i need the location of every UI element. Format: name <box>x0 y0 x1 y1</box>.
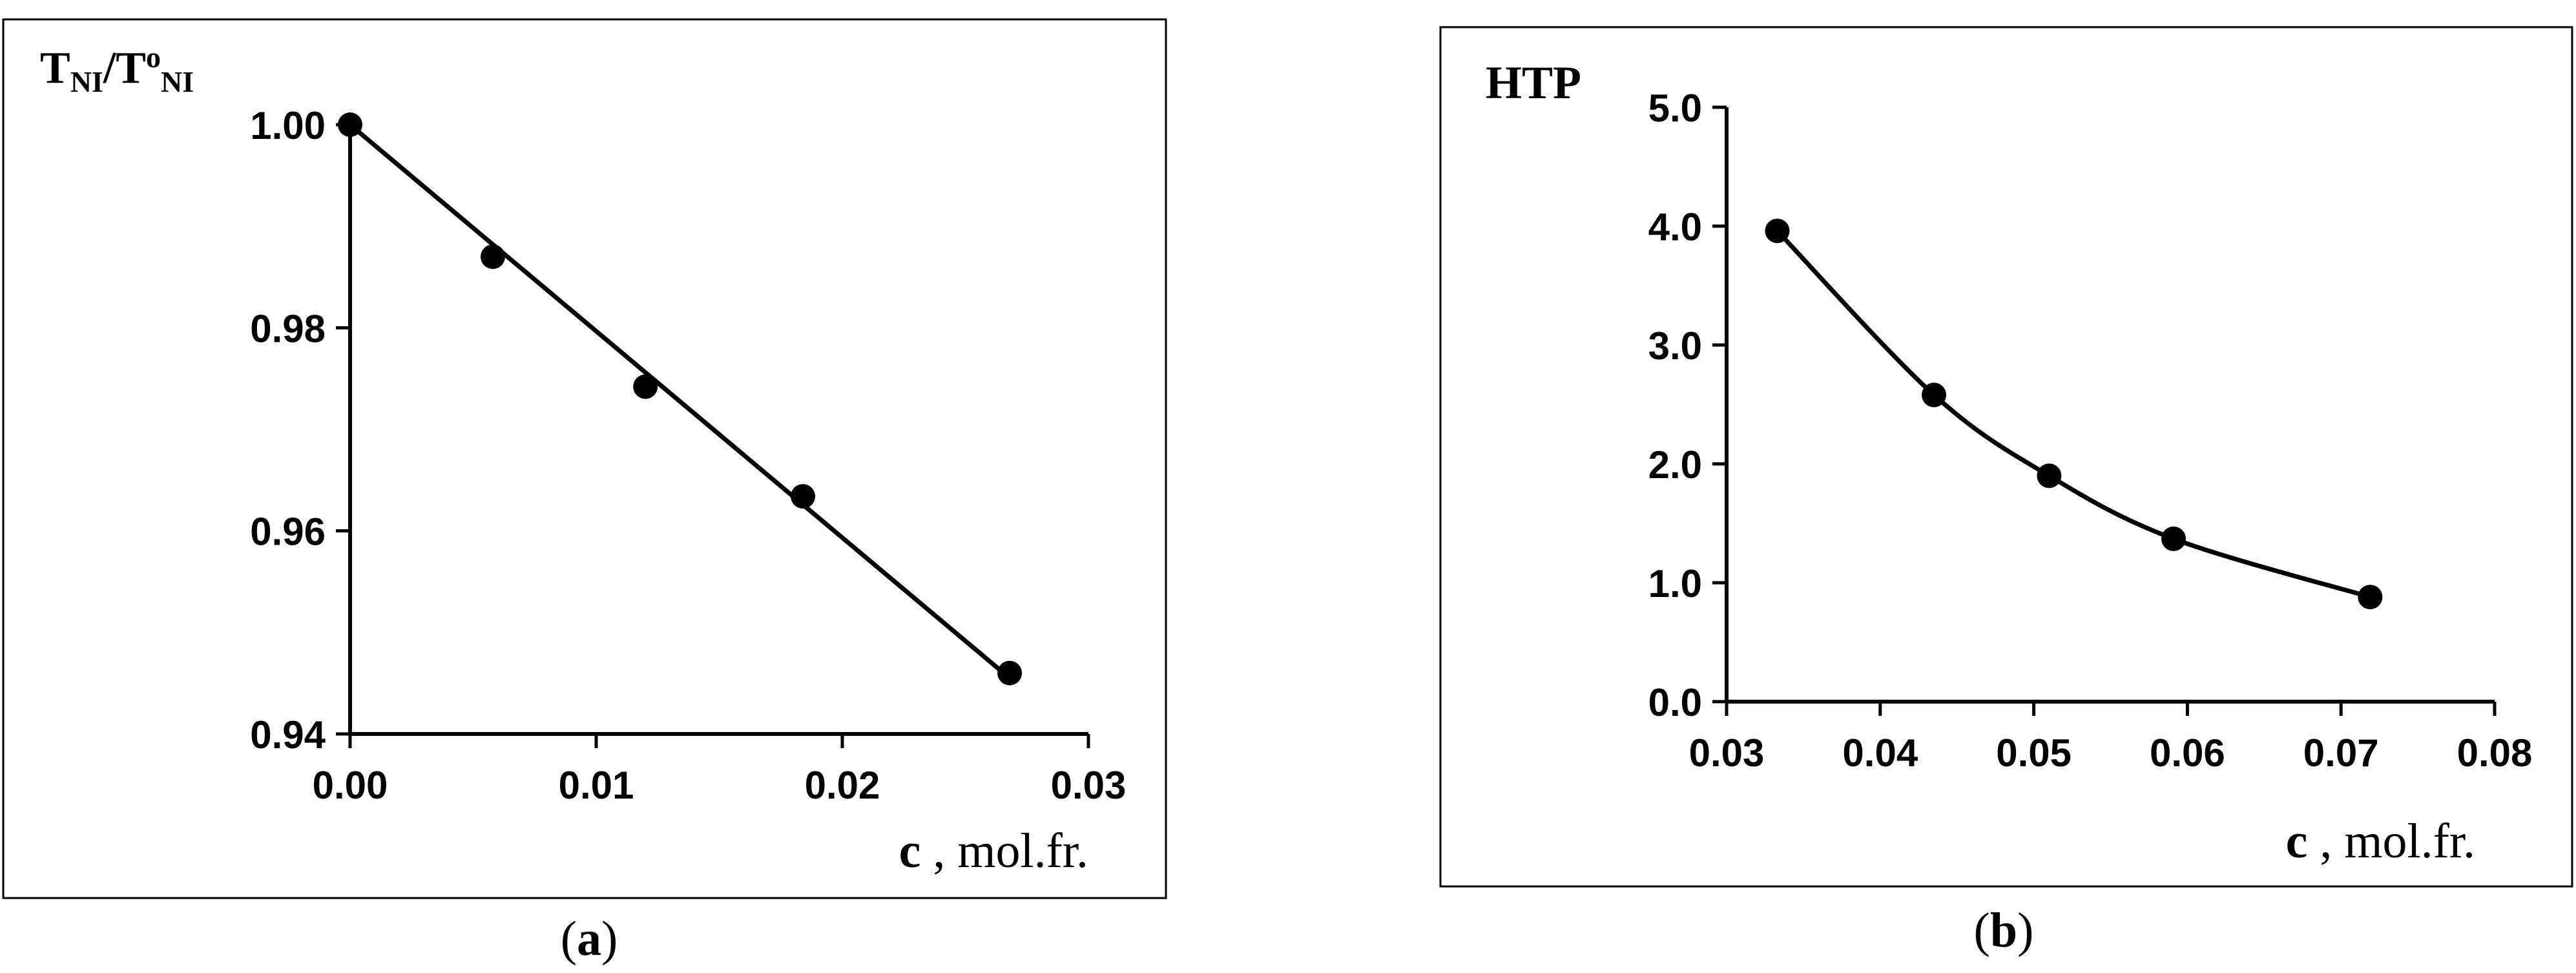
x-tick-label: 0.03 <box>1689 731 1765 775</box>
data-point <box>2037 463 2062 488</box>
panel-b-xlabel: c , mol.fr. <box>2286 814 2475 868</box>
y-tick-label: 0.94 <box>250 713 326 757</box>
y-tick-label: 0.0 <box>1648 681 1702 724</box>
y-tick-label: 1.00 <box>250 104 326 147</box>
x-tick-label: 0.06 <box>2150 731 2225 775</box>
x-tick-label: 0.08 <box>2457 731 2533 775</box>
panel-b-ylabel: HTP <box>1486 57 1581 109</box>
data-point <box>791 484 816 509</box>
data-point <box>633 374 658 399</box>
y-tick-label: 0.96 <box>250 510 326 554</box>
data-point <box>1922 382 1947 408</box>
data-point <box>2358 585 2383 610</box>
y-tick-label: 0.98 <box>250 307 326 350</box>
data-point <box>480 244 505 269</box>
x-tick-label: 0.07 <box>2303 731 2379 775</box>
y-tick-label: 2.0 <box>1648 443 1702 486</box>
series-line <box>1775 229 2371 600</box>
panel-a: TNI/ToNI c , mol.fr. 0.94 0.96 0.98 1.00 0.0… <box>2 18 1167 899</box>
data-point <box>338 112 362 137</box>
x-tick-label: 0.03 <box>1051 764 1127 807</box>
panel-a-ylabel: TNI/ToNI <box>40 41 194 98</box>
x-tick-label: 0.04 <box>1842 731 1918 775</box>
panel-a-plot: 0.94 0.96 0.98 1.00 0.00 0.01 0.02 0.03 <box>250 104 1126 807</box>
x-tick-label: 0.05 <box>1996 731 2072 775</box>
panel-b-frame <box>1439 26 2573 888</box>
x-tick-label: 0.00 <box>313 764 388 807</box>
panel-a-frame <box>2 18 1167 899</box>
x-tick-label: 0.01 <box>559 764 634 807</box>
y-tick-label: 5.0 <box>1648 87 1702 130</box>
panel-b-plot: 0.0 1.0 2.0 3.0 4.0 5.0 0.03 0.04 0.05 0.06 0.07 0.… <box>1648 87 2533 775</box>
y-tick-label: 3.0 <box>1648 324 1702 368</box>
x-tick-label: 0.02 <box>805 764 880 807</box>
panel-a-xlabel: c , mol.fr. <box>899 824 1088 878</box>
series-line <box>348 123 1012 680</box>
panel-b: HTP c , mol.fr. 0.01.02.03.04.05.00.03 0.… <box>1439 26 2573 888</box>
data-point <box>2161 526 2186 551</box>
data-point <box>1765 218 1790 244</box>
y-tick-label: 4.0 <box>1648 205 1702 249</box>
y-tick-label: 1.0 <box>1648 562 1702 605</box>
data-point <box>997 660 1023 685</box>
panel-b-caption: (b) <box>1974 903 2034 957</box>
panel-a-caption: (a) <box>561 912 618 966</box>
